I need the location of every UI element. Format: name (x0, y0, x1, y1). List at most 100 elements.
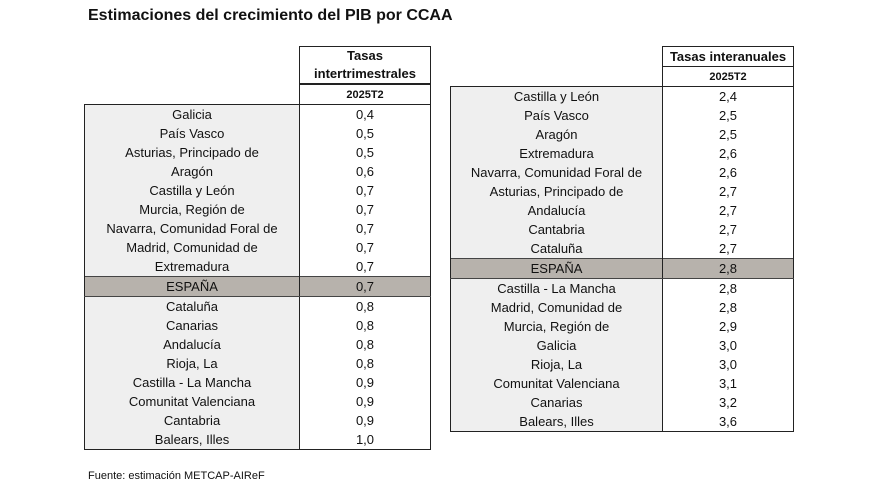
growth-value: 2,8 (662, 258, 794, 279)
region-name: ESPAÑA (450, 258, 663, 279)
right-table-corner (451, 47, 663, 67)
region-name: Murcia, Región de (84, 200, 300, 219)
quarterly-rates-header-line2: intertrimestrales (314, 66, 416, 81)
region-name: Aragón (450, 125, 663, 144)
region-name: Galicia (84, 104, 300, 124)
right_table-row: Andalucía 2,7 (450, 201, 794, 220)
growth-value: 3,2 (662, 393, 794, 412)
right_table-row: Comunitat Valenciana 3,1 (450, 374, 794, 393)
region-name: Castilla y León (84, 181, 300, 200)
left_table-row: Balears, Illes 1,0 (84, 430, 431, 450)
left_table-row: Castilla y León 0,7 (84, 181, 431, 200)
region-name: Comunitat Valenciana (450, 374, 663, 393)
quarterly-rates-body: Galicia 0,4 País Vasco 0,5 Asturias, Princip… (84, 104, 431, 450)
region-name: País Vasco (84, 124, 300, 143)
region-name: Navarra, Comunidad Foral de (450, 163, 663, 182)
annual-rates-header: Tasas interanuales (662, 46, 794, 67)
right_table-row: Cantabria 2,7 (450, 220, 794, 239)
growth-value: 3,0 (662, 355, 794, 374)
annual-rates-table: Tasas interanuales 2025T2 Castilla y Leó… (450, 46, 794, 432)
left_table-row: Canarias 0,8 (84, 316, 431, 335)
annual-rates-period: 2025T2 (662, 66, 794, 87)
region-name: Asturias, Principado de (450, 182, 663, 201)
region-name: Andalucía (450, 201, 663, 220)
growth-value: 2,8 (662, 298, 794, 317)
right_table-row: País Vasco 2,5 (450, 106, 794, 125)
region-name: Navarra, Comunidad Foral de (84, 219, 300, 238)
left_table-row: Cantabria 0,9 (84, 411, 431, 430)
growth-value: 0,8 (299, 354, 431, 373)
right_table-row: Cataluña 2,7 (450, 239, 794, 259)
growth-value: 1,0 (299, 430, 431, 450)
growth-value: 2,6 (662, 163, 794, 182)
growth-value: 0,7 (299, 219, 431, 238)
growth-value: 0,8 (299, 316, 431, 335)
growth-value: 0,7 (299, 200, 431, 219)
right_table-row: Balears, Illes 3,6 (450, 412, 794, 432)
annual-rates-body: Castilla y León 2,4 País Vasco 2,5 Aragón 2,5… (450, 86, 794, 432)
region-name: Extremadura (84, 257, 300, 277)
left_table-row: Asturias, Principado de 0,5 (84, 143, 431, 162)
region-name: Canarias (450, 393, 663, 412)
quarterly-rates-header: Tasas intertrimestrales (299, 46, 431, 85)
growth-value: 2,4 (662, 86, 794, 106)
region-name: Madrid, Comunidad de (84, 238, 300, 257)
growth-value: 0,9 (299, 392, 431, 411)
growth-value: 3,0 (662, 336, 794, 355)
growth-value: 0,5 (299, 124, 431, 143)
growth-value: 2,7 (662, 201, 794, 220)
region-name: Balears, Illes (450, 412, 663, 432)
region-name: Galicia (450, 336, 663, 355)
right_table-row: Rioja, La 3,0 (450, 355, 794, 374)
growth-value: 0,9 (299, 411, 431, 430)
growth-value: 2,6 (662, 144, 794, 163)
quarterly-rates-table: Tasas intertrimestrales 2025T2 Galicia 0,… (84, 46, 431, 450)
region-name: Castilla - La Mancha (84, 373, 300, 392)
region-name: Murcia, Región de (450, 317, 663, 336)
left_table-row: Comunitat Valenciana 0,9 (84, 392, 431, 411)
region-name: Cataluña (450, 239, 663, 259)
growth-value: 0,9 (299, 373, 431, 392)
right-table-corner-sub (451, 67, 663, 87)
left_table-row: Navarra, Comunidad Foral de 0,7 (84, 219, 431, 238)
growth-value: 0,7 (299, 238, 431, 257)
region-name: Cantabria (450, 220, 663, 239)
growth-value: 2,7 (662, 220, 794, 239)
left_table-row: País Vasco 0,5 (84, 124, 431, 143)
left_table-row: Andalucía 0,8 (84, 335, 431, 354)
growth-value: 0,8 (299, 296, 431, 316)
region-name: Canarias (84, 316, 300, 335)
left-table-corner-sub (85, 84, 300, 105)
right_table-row: Galicia 3,0 (450, 336, 794, 355)
left_table-row: Aragón 0,6 (84, 162, 431, 181)
right_table-row: Murcia, Región de 2,9 (450, 317, 794, 336)
right_table-row: Castilla - La Mancha 2,8 (450, 278, 794, 298)
region-name: ESPAÑA (84, 276, 300, 297)
growth-value: 0,6 (299, 162, 431, 181)
quarterly-rates-period: 2025T2 (299, 83, 431, 105)
region-name: Extremadura (450, 144, 663, 163)
growth-value: 0,7 (299, 181, 431, 200)
region-name: Castilla - La Mancha (450, 278, 663, 298)
region-name: Balears, Illes (84, 430, 300, 450)
right_table-row: Asturias, Principado de 2,7 (450, 182, 794, 201)
quarterly-rates-header-line1: Tasas (347, 48, 383, 63)
right_table-row: Navarra, Comunidad Foral de 2,6 (450, 163, 794, 182)
right_table-row: Castilla y León 2,4 (450, 86, 794, 106)
source-note: Fuente: estimación METCAP-AIReF (88, 470, 265, 482)
region-name: Rioja, La (84, 354, 300, 373)
left_table-row: Extremadura 0,7 (84, 257, 431, 277)
right_table-total-row: ESPAÑA 2,8 (450, 258, 794, 279)
growth-value: 2,7 (662, 239, 794, 259)
left_table-row: Madrid, Comunidad de 0,7 (84, 238, 431, 257)
left_table-row: Rioja, La 0,8 (84, 354, 431, 373)
left_table-row: Cataluña 0,8 (84, 296, 431, 316)
growth-value: 2,7 (662, 182, 794, 201)
region-name: Madrid, Comunidad de (450, 298, 663, 317)
right_table-row: Extremadura 2,6 (450, 144, 794, 163)
region-name: País Vasco (450, 106, 663, 125)
growth-value: 0,4 (299, 104, 431, 124)
right_table-row: Madrid, Comunidad de 2,8 (450, 298, 794, 317)
growth-value: 0,8 (299, 335, 431, 354)
growth-value: 2,9 (662, 317, 794, 336)
